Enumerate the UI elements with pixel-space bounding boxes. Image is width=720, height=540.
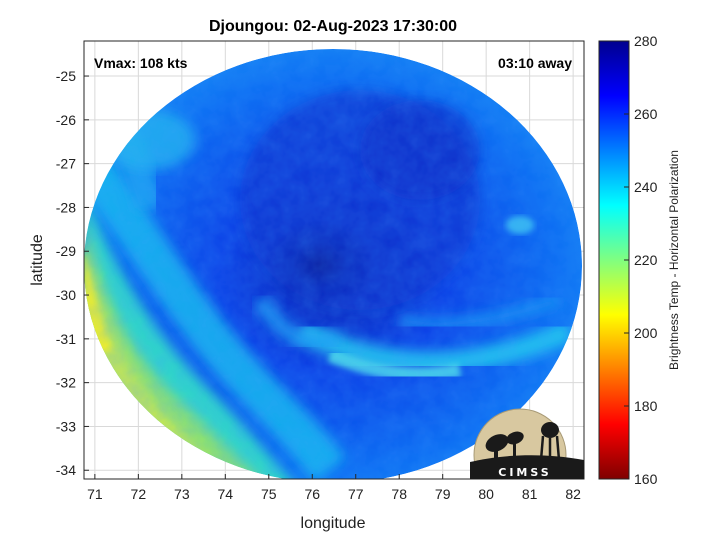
y-tick-label: -33 <box>56 418 76 434</box>
x-tick-label: 80 <box>478 486 494 502</box>
x-tick-label: 78 <box>391 486 407 502</box>
y-tick-label: -29 <box>56 243 76 259</box>
colorbar-tick-label: 200 <box>634 325 658 341</box>
x-tick-label: 75 <box>261 486 277 502</box>
colorbar-tick-label: 240 <box>634 179 658 195</box>
colorbar-tick-labels: 280 260 240 220 200 180 160 <box>624 33 658 487</box>
axes-box <box>83 40 585 480</box>
colorbar-tick-label: 220 <box>634 252 658 268</box>
y-tick-label: -27 <box>56 156 76 172</box>
x-tick-label: 81 <box>522 486 538 502</box>
colorbar-label: Brightness Temp - Horizontal Polarizatio… <box>667 150 681 370</box>
x-tick-label: 76 <box>304 486 320 502</box>
colorbar-tick-label: 180 <box>634 398 658 414</box>
y-tick-label: -25 <box>56 68 76 84</box>
x-tick-label: 71 <box>87 486 103 502</box>
cimss-logo: CIMSS <box>470 408 584 479</box>
colorbar-tick-label: 160 <box>634 471 658 487</box>
x-tick-label: 72 <box>131 486 147 502</box>
x-tick-label: 73 <box>174 486 190 502</box>
colorbar-tick-label: 260 <box>634 106 658 122</box>
y-tick-label: -34 <box>56 462 76 478</box>
colorbar-tick-label: 280 <box>634 33 658 49</box>
y-tick-label: -26 <box>56 112 76 128</box>
x-tick-label: 79 <box>435 486 451 502</box>
x-tick-label: 82 <box>565 486 581 502</box>
time-away-annotation: 03:10 away <box>498 55 572 71</box>
x-axis-label: longitude <box>301 515 366 532</box>
y-tick-labels: -25 -26 -27 -28 -29 -30 -31 -32 -33 -34 <box>56 68 89 478</box>
y-tick-label: -31 <box>56 331 76 347</box>
y-tick-label: -32 <box>56 375 76 391</box>
x-tick-labels: 71 72 73 74 75 76 77 78 79 80 81 82 <box>87 474 581 502</box>
logo-text: CIMSS <box>498 466 551 479</box>
x-tick-label: 77 <box>348 486 364 502</box>
y-axis-label: latitude <box>29 234 46 286</box>
vmax-annotation: Vmax: 108 kts <box>94 55 188 71</box>
x-tick-label: 74 <box>218 486 234 502</box>
chart-title: Djoungou: 02-Aug-2023 17:30:00 <box>209 18 457 35</box>
brightness-temp-field <box>84 49 582 479</box>
y-tick-label: -28 <box>56 199 76 215</box>
y-tick-label: -30 <box>56 287 76 303</box>
